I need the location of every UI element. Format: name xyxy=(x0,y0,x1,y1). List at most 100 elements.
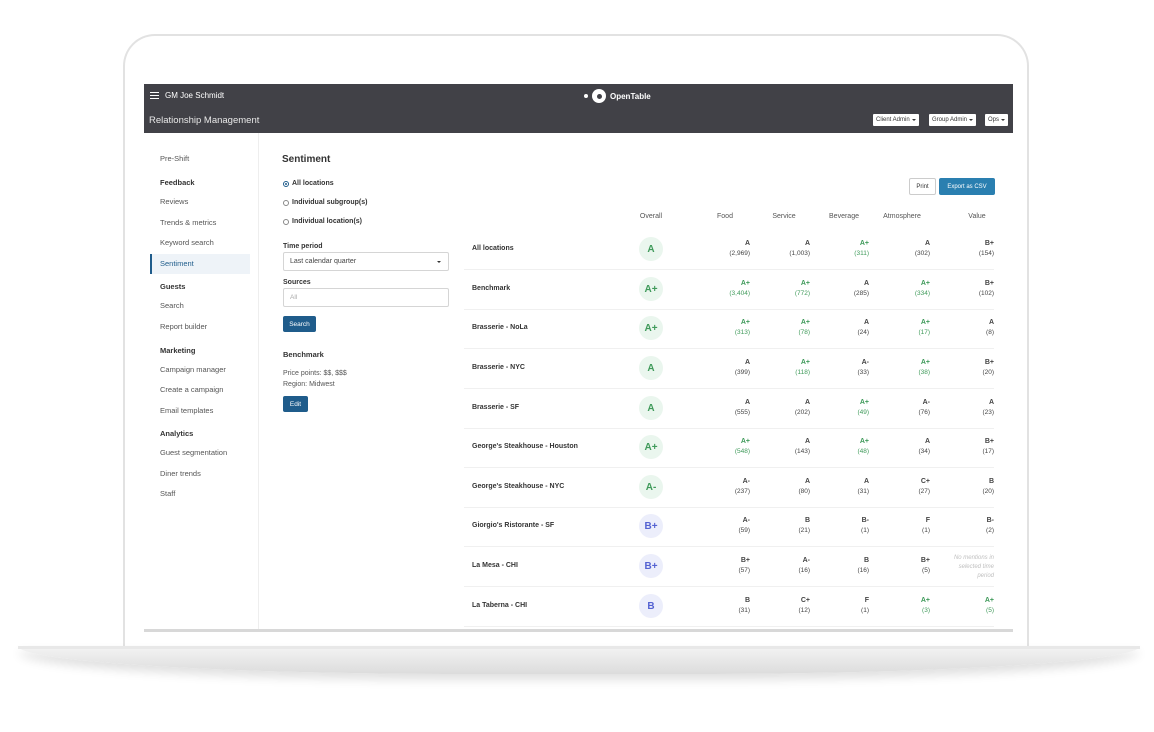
grade-cell: B (16) xyxy=(819,556,869,576)
row-location-name[interactable]: George's Steakhouse - Houston xyxy=(472,443,578,450)
grade-cell: B+ (20) xyxy=(944,358,994,378)
grade-letter: B+ xyxy=(984,280,994,287)
sidebar-item-create-campaign[interactable]: Create a campaign xyxy=(160,385,224,394)
mention-count: (154) xyxy=(978,250,994,257)
search-button[interactable]: Search xyxy=(283,316,316,332)
export-csv-button[interactable]: Export as CSV xyxy=(939,178,995,195)
mention-count: (5) xyxy=(986,607,994,614)
sidebar: Pre-Shift Feedback Reviews Trends & metr… xyxy=(144,133,259,629)
mention-count: (33) xyxy=(857,369,869,376)
sidebar-item-sentiment[interactable]: Sentiment xyxy=(160,259,194,268)
grade-cell: A (1,003) xyxy=(760,239,810,259)
mention-count: (31) xyxy=(738,607,750,614)
logo-dot-icon xyxy=(584,94,588,98)
mention-count: (78) xyxy=(798,329,810,336)
radio-label-individual-locations[interactable]: Individual location(s) xyxy=(292,218,363,225)
grade-cell: A+ (49) xyxy=(819,398,869,418)
client-admin-label: Client Admin xyxy=(876,117,910,123)
mention-count: (285) xyxy=(853,290,869,297)
mention-count: (20) xyxy=(982,488,994,495)
grade-letter: A- xyxy=(861,359,869,366)
print-button[interactable]: Print xyxy=(909,178,936,195)
row-location-name[interactable]: Brasserie - NoLa xyxy=(472,324,528,331)
client-admin-dropdown[interactable]: Client Admin xyxy=(873,114,919,126)
grade-cell: A+ (313) xyxy=(700,318,750,338)
mention-count: (57) xyxy=(738,567,750,574)
mention-count: (31) xyxy=(857,488,869,495)
grade-letter: A+ xyxy=(740,438,750,445)
row-location-name[interactable]: All locations xyxy=(472,245,514,252)
grade-letter: B+ xyxy=(984,438,994,445)
benchmark-price-points: Price points: $$, $$$ xyxy=(283,370,347,377)
sidebar-item-report-builder[interactable]: Report builder xyxy=(160,322,208,331)
grade-cell: A+ (334) xyxy=(880,279,930,299)
overall-grade-badge: B+ xyxy=(639,554,663,578)
row-location-name[interactable]: La Mesa - CHI xyxy=(472,562,518,569)
row-location-name[interactable]: Benchmark xyxy=(472,285,511,292)
group-admin-dropdown[interactable]: Group Admin xyxy=(929,114,977,126)
table-row: La Mesa - CHI B+ B+ (57) A- (16) B (16) B+ (5) No … xyxy=(464,547,994,587)
mention-count: (21) xyxy=(798,527,810,534)
mention-count: (311) xyxy=(854,250,869,257)
mention-count: (76) xyxy=(918,409,930,416)
grade-cell: A (34) xyxy=(880,437,930,457)
sidebar-item-email-templates[interactable]: Email templates xyxy=(160,406,214,415)
grade-letter: A xyxy=(988,319,994,326)
mention-count: (3) xyxy=(922,607,930,614)
grade-cell: A- (16) xyxy=(760,556,810,576)
mention-count: (48) xyxy=(857,448,869,455)
grade-letter: A xyxy=(804,438,810,445)
mention-count: (23) xyxy=(982,409,994,416)
menu-icon[interactable] xyxy=(150,92,159,99)
overall-grade-badge: A xyxy=(639,356,663,380)
sources-input[interactable]: All xyxy=(283,288,449,307)
grade-cell: B+ (102) xyxy=(944,279,994,299)
grade-letter: A+ xyxy=(859,399,869,406)
row-location-name[interactable]: Brasserie - NYC xyxy=(472,364,525,371)
grade-letter: A xyxy=(744,240,750,247)
radio-all-locations[interactable] xyxy=(283,181,289,187)
user-name[interactable]: GM Joe Schmidt xyxy=(165,91,225,100)
edit-benchmark-button[interactable]: Edit xyxy=(283,396,308,412)
grade-cell: No mentions in selected time period xyxy=(944,554,994,581)
sidebar-item-keyword-search[interactable]: Keyword search xyxy=(160,238,214,247)
grade-letter: A- xyxy=(742,517,750,524)
row-location-name[interactable]: Giorgio's Ristorante - SF xyxy=(472,522,555,529)
row-location-name[interactable]: La Taberna - CHI xyxy=(472,602,528,609)
ops-label: Ops xyxy=(988,117,1000,123)
col-header-value: Value xyxy=(968,213,986,220)
grade-cell: A+ (3,404) xyxy=(700,279,750,299)
radio-label-individual-subgroups[interactable]: Individual subgroup(s) xyxy=(292,199,368,206)
sidebar-item-diner-trends[interactable]: Diner trends xyxy=(160,469,201,478)
radio-individual-subgroups[interactable] xyxy=(283,200,289,206)
grade-cell: B (20) xyxy=(944,477,994,497)
row-location-name[interactable]: George's Steakhouse - NYC xyxy=(472,483,565,490)
grade-letter: B xyxy=(804,517,810,524)
grade-letter: A+ xyxy=(859,240,869,247)
sidebar-item-search[interactable]: Search xyxy=(160,301,184,310)
sidebar-item-guest-segmentation[interactable]: Guest segmentation xyxy=(160,448,228,457)
row-location-name[interactable]: Brasserie - SF xyxy=(472,404,520,411)
sidebar-item-pre-shift[interactable]: Pre-Shift xyxy=(160,154,190,163)
mention-count: (8) xyxy=(986,329,994,336)
mention-count: (202) xyxy=(794,409,810,416)
sidebar-item-reviews[interactable]: Reviews xyxy=(160,197,189,206)
sidebar-heading-guests: Guests xyxy=(160,282,186,291)
sidebar-item-staff[interactable]: Staff xyxy=(160,489,176,498)
chevron-down-icon xyxy=(437,261,441,263)
opentable-logo: OpenTable xyxy=(584,89,651,103)
table-row: Giorgio's Ristorante - SF B+ A- (59) B (21) B-… xyxy=(464,507,994,547)
grade-cell: A (80) xyxy=(760,477,810,497)
sidebar-item-trends-metrics[interactable]: Trends & metrics xyxy=(160,218,217,227)
ops-dropdown[interactable]: Ops xyxy=(985,114,1009,126)
radio-individual-locations[interactable] xyxy=(283,219,289,225)
mention-count: (59) xyxy=(738,527,750,534)
time-period-select[interactable]: Last calendar quarter xyxy=(283,252,449,271)
radio-label-all-locations[interactable]: All locations xyxy=(292,180,334,187)
sidebar-item-campaign-manager[interactable]: Campaign manager xyxy=(160,365,226,374)
chevron-down-icon xyxy=(911,119,916,121)
grade-letter: B xyxy=(863,557,869,564)
mention-count: (17) xyxy=(918,329,930,336)
grade-cell: A+ (772) xyxy=(760,279,810,299)
chevron-down-icon xyxy=(1001,119,1006,121)
